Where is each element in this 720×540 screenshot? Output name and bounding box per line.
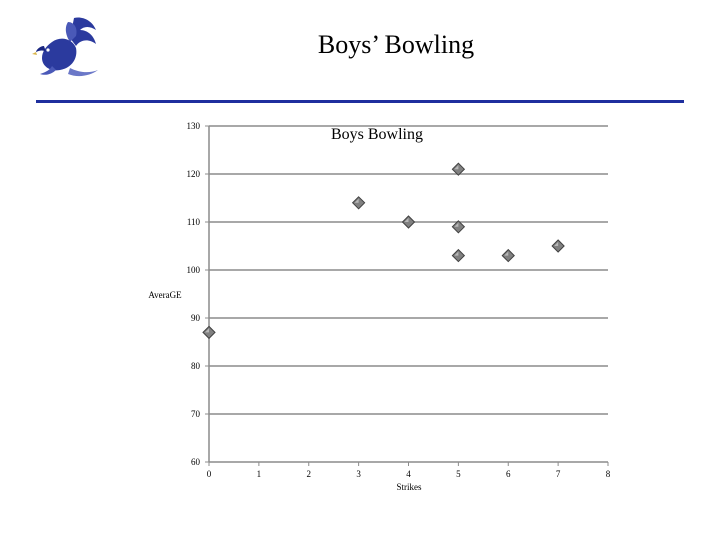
data-point [451, 162, 466, 176]
y-tick-label: 60 [191, 457, 201, 467]
data-point [401, 215, 416, 229]
data-point [351, 196, 366, 210]
title-divider [36, 100, 684, 103]
data-point [202, 325, 216, 340]
y-tick-label: 100 [187, 265, 201, 275]
y-tick-label: 80 [191, 361, 201, 371]
x-tick-label: 8 [606, 469, 611, 479]
y-axis-label: AveraGE [148, 290, 182, 300]
y-tick-label: 110 [187, 217, 201, 227]
x-tick-label: 6 [506, 469, 511, 479]
data-point [451, 220, 466, 234]
y-tick-label: 90 [191, 313, 201, 323]
y-tick-labels: 60 70 80 90 100 110 120 130 [187, 121, 201, 467]
data-point [451, 248, 466, 263]
x-tick-label: 2 [307, 469, 312, 479]
x-tick-label: 1 [257, 469, 262, 479]
y-tick-label: 130 [187, 121, 201, 131]
data-point [501, 248, 515, 263]
slide-title: Boys’ Bowling [317, 30, 475, 59]
eagle-logo-icon [32, 17, 98, 77]
x-axis-label: Strikes [396, 482, 421, 492]
y-tick-label: 70 [191, 409, 201, 419]
data-point [551, 239, 565, 253]
chart-title: Boys Bowling [331, 126, 423, 143]
x-tick-label: 7 [556, 469, 561, 479]
x-tick-label: 4 [406, 469, 411, 479]
grid-lines [209, 125, 608, 415]
data-points [202, 162, 565, 340]
x-tick-label: 3 [356, 469, 361, 479]
x-tick-label: 0 [207, 469, 212, 479]
axes [205, 125, 609, 466]
y-tick-label: 120 [187, 169, 201, 179]
x-tick-label: 5 [456, 469, 461, 479]
x-tick-labels: 0 1 2 3 4 5 6 7 8 [207, 469, 611, 479]
